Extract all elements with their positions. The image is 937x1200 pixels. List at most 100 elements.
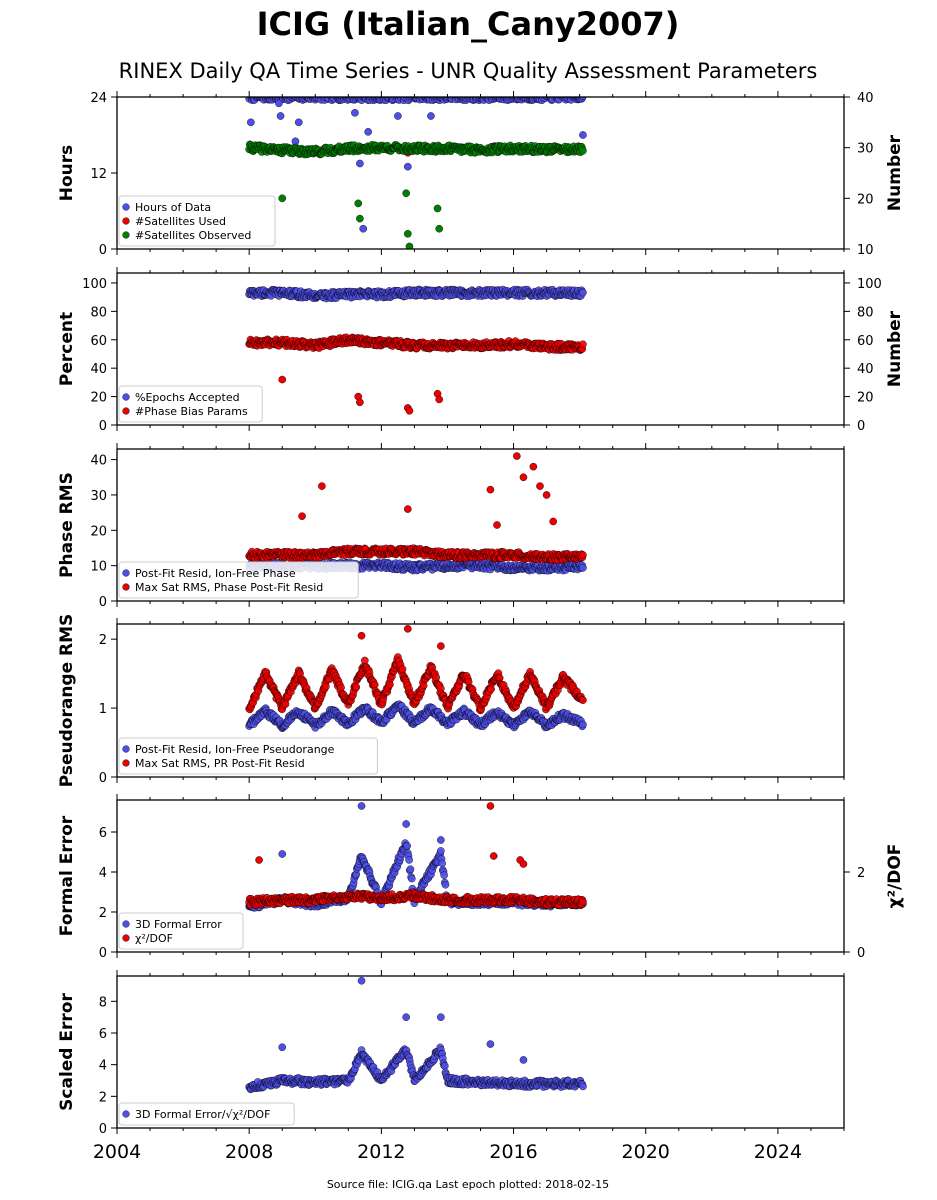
legend-marker	[122, 203, 130, 211]
data-point	[579, 147, 587, 155]
axes-frame	[116, 623, 845, 778]
data-point-outlier	[278, 194, 287, 203]
y-tick-label: 100	[82, 277, 107, 292]
y-tick-label: 20	[90, 391, 107, 406]
data-point	[441, 880, 450, 889]
data-point-outlier	[486, 485, 495, 494]
legend-box	[118, 561, 359, 599]
y-tick-label: 30	[90, 489, 107, 504]
data-point	[372, 97, 377, 98]
data-point-outlier	[405, 406, 414, 415]
data-point	[579, 720, 587, 729]
chart-panel-2: 020406080100Percent020406080100Number%Ep…	[57, 267, 905, 434]
data-point-outlier	[519, 473, 528, 482]
data-point-outlier	[403, 625, 412, 633]
data-point-outlier	[513, 452, 521, 460]
data-point	[579, 288, 587, 297]
y-tick-label-right: 2	[857, 866, 865, 881]
data-point	[388, 97, 393, 98]
y-tick-label-right: 0	[857, 946, 865, 961]
data-point-outlier	[275, 99, 283, 108]
data-point	[322, 682, 330, 691]
data-point-outlier	[402, 189, 410, 198]
legend: Post-Fit Resid, Ion-Free PseudorangeMax …	[118, 737, 378, 775]
y-tick-label: 40	[90, 454, 107, 469]
legend-label: #Satellites Observed	[135, 229, 251, 242]
legend-marker	[122, 759, 130, 767]
data-point	[497, 97, 501, 98]
data-point-outlier	[278, 375, 287, 384]
data-point-outlier	[437, 836, 445, 844]
y-tick-label-right: 10	[857, 243, 874, 258]
data-point-outlier	[298, 512, 306, 520]
y-axis-label: Hours	[57, 145, 77, 202]
legend-box	[118, 737, 378, 775]
legend-label: %Epochs Accepted	[135, 391, 240, 404]
series-red	[245, 802, 587, 910]
plot-area	[245, 625, 587, 733]
data-point	[398, 665, 407, 673]
data-point	[579, 97, 587, 100]
data-point-outlier	[357, 802, 366, 810]
data-point-outlier	[579, 131, 587, 139]
data-point-outlier	[318, 482, 326, 490]
plot-area	[245, 802, 587, 912]
axes-frame	[116, 272, 845, 426]
data-point	[487, 685, 495, 693]
data-point	[361, 656, 369, 665]
series-blue	[245, 285, 587, 303]
y-tick-label: 4	[99, 866, 107, 881]
legend-label: Max Sat RMS, PR Post-Fit Resid	[135, 757, 305, 770]
chart-subtitle: RINEX Daily QA Time Series - UNR Quality…	[119, 59, 818, 83]
series-blue	[245, 97, 587, 233]
y-axis-label-right: Number	[885, 134, 905, 211]
data-point-outlier	[529, 462, 538, 471]
legend: %Epochs Accepted#Phase Bias Params	[118, 385, 263, 423]
data-point	[438, 859, 446, 868]
chart-title: ICIG (Italian_Cany2007)	[257, 5, 680, 43]
data-point-outlier	[247, 118, 255, 127]
legend-label: Post-Fit Resid, Ion-Free Phase	[135, 567, 296, 580]
data-point	[405, 856, 413, 864]
legend-marker	[122, 393, 130, 401]
plot-area	[245, 285, 587, 415]
y-tick-label-right: 20	[857, 192, 874, 207]
data-point	[579, 340, 587, 349]
data-point-outlier	[435, 224, 443, 233]
y-tick-label-right: 40	[857, 91, 874, 106]
data-point-outlier	[433, 204, 442, 213]
data-point-outlier	[542, 491, 551, 499]
legend-label: Hours of Data	[135, 201, 211, 214]
data-point	[579, 564, 587, 572]
data-point-outlier	[294, 118, 303, 127]
data-point	[337, 683, 345, 692]
data-point-outlier	[351, 109, 359, 117]
data-point	[546, 97, 551, 98]
y-axis-label-right: Number	[885, 310, 905, 387]
y-axis-label: Formal Error	[57, 815, 77, 936]
y-tick-label-right: 100	[857, 277, 882, 292]
legend-marker	[122, 583, 130, 591]
data-point-outlier	[356, 398, 364, 407]
data-point-outlier	[359, 224, 367, 233]
legend-marker	[122, 407, 130, 415]
y-tick-label: 2	[99, 906, 107, 921]
data-point-outlier	[405, 242, 414, 249]
y-tick-label-right: 80	[857, 305, 874, 320]
data-point	[429, 97, 434, 98]
data-point	[265, 97, 270, 98]
data-point-outlier	[356, 214, 364, 223]
data-point	[352, 683, 361, 691]
data-point	[281, 700, 290, 708]
data-point-outlier	[394, 112, 402, 120]
y-tick-label: 0	[99, 771, 107, 786]
data-point	[407, 97, 412, 98]
data-point	[324, 97, 329, 98]
y-tick-label: 60	[90, 334, 107, 349]
data-point	[279, 97, 284, 98]
